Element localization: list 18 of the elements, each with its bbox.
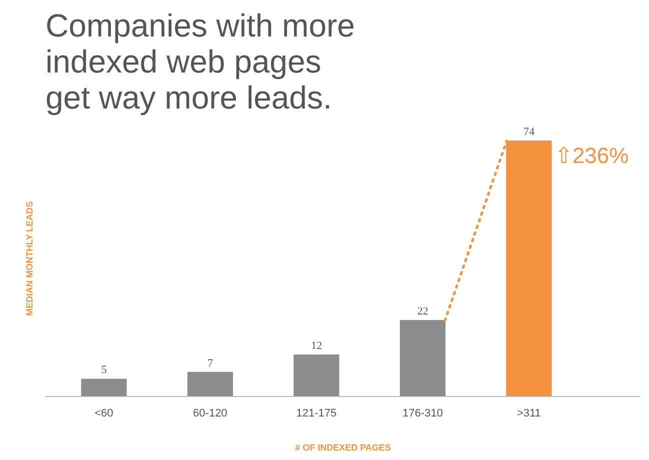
x-axis-title: # OF INDEXED PAGES (295, 442, 391, 452)
x-tick-label: 60-120 (193, 408, 228, 420)
x-tick-label: >311 (516, 408, 541, 420)
chart-title: Companies with more indexed web pages get way more leads. (46, 8, 355, 116)
bar (81, 378, 127, 396)
data-label: 5 (101, 364, 108, 376)
data-label: 7 (207, 357, 214, 370)
data-label: 12 (310, 340, 322, 352)
x-tick-label: 121-175 (296, 408, 337, 420)
x-tick-label: <60 (94, 408, 114, 420)
bar (400, 320, 446, 396)
x-tick-label: 176-310 (402, 408, 443, 420)
annotation: ⇧236% (554, 142, 629, 168)
bar (187, 372, 233, 396)
y-axis-title: MEDIAN MONTHLY LEADS (24, 201, 34, 316)
data-label: 74 (523, 126, 535, 138)
data-label: 22 (417, 306, 428, 318)
bar (294, 354, 340, 396)
